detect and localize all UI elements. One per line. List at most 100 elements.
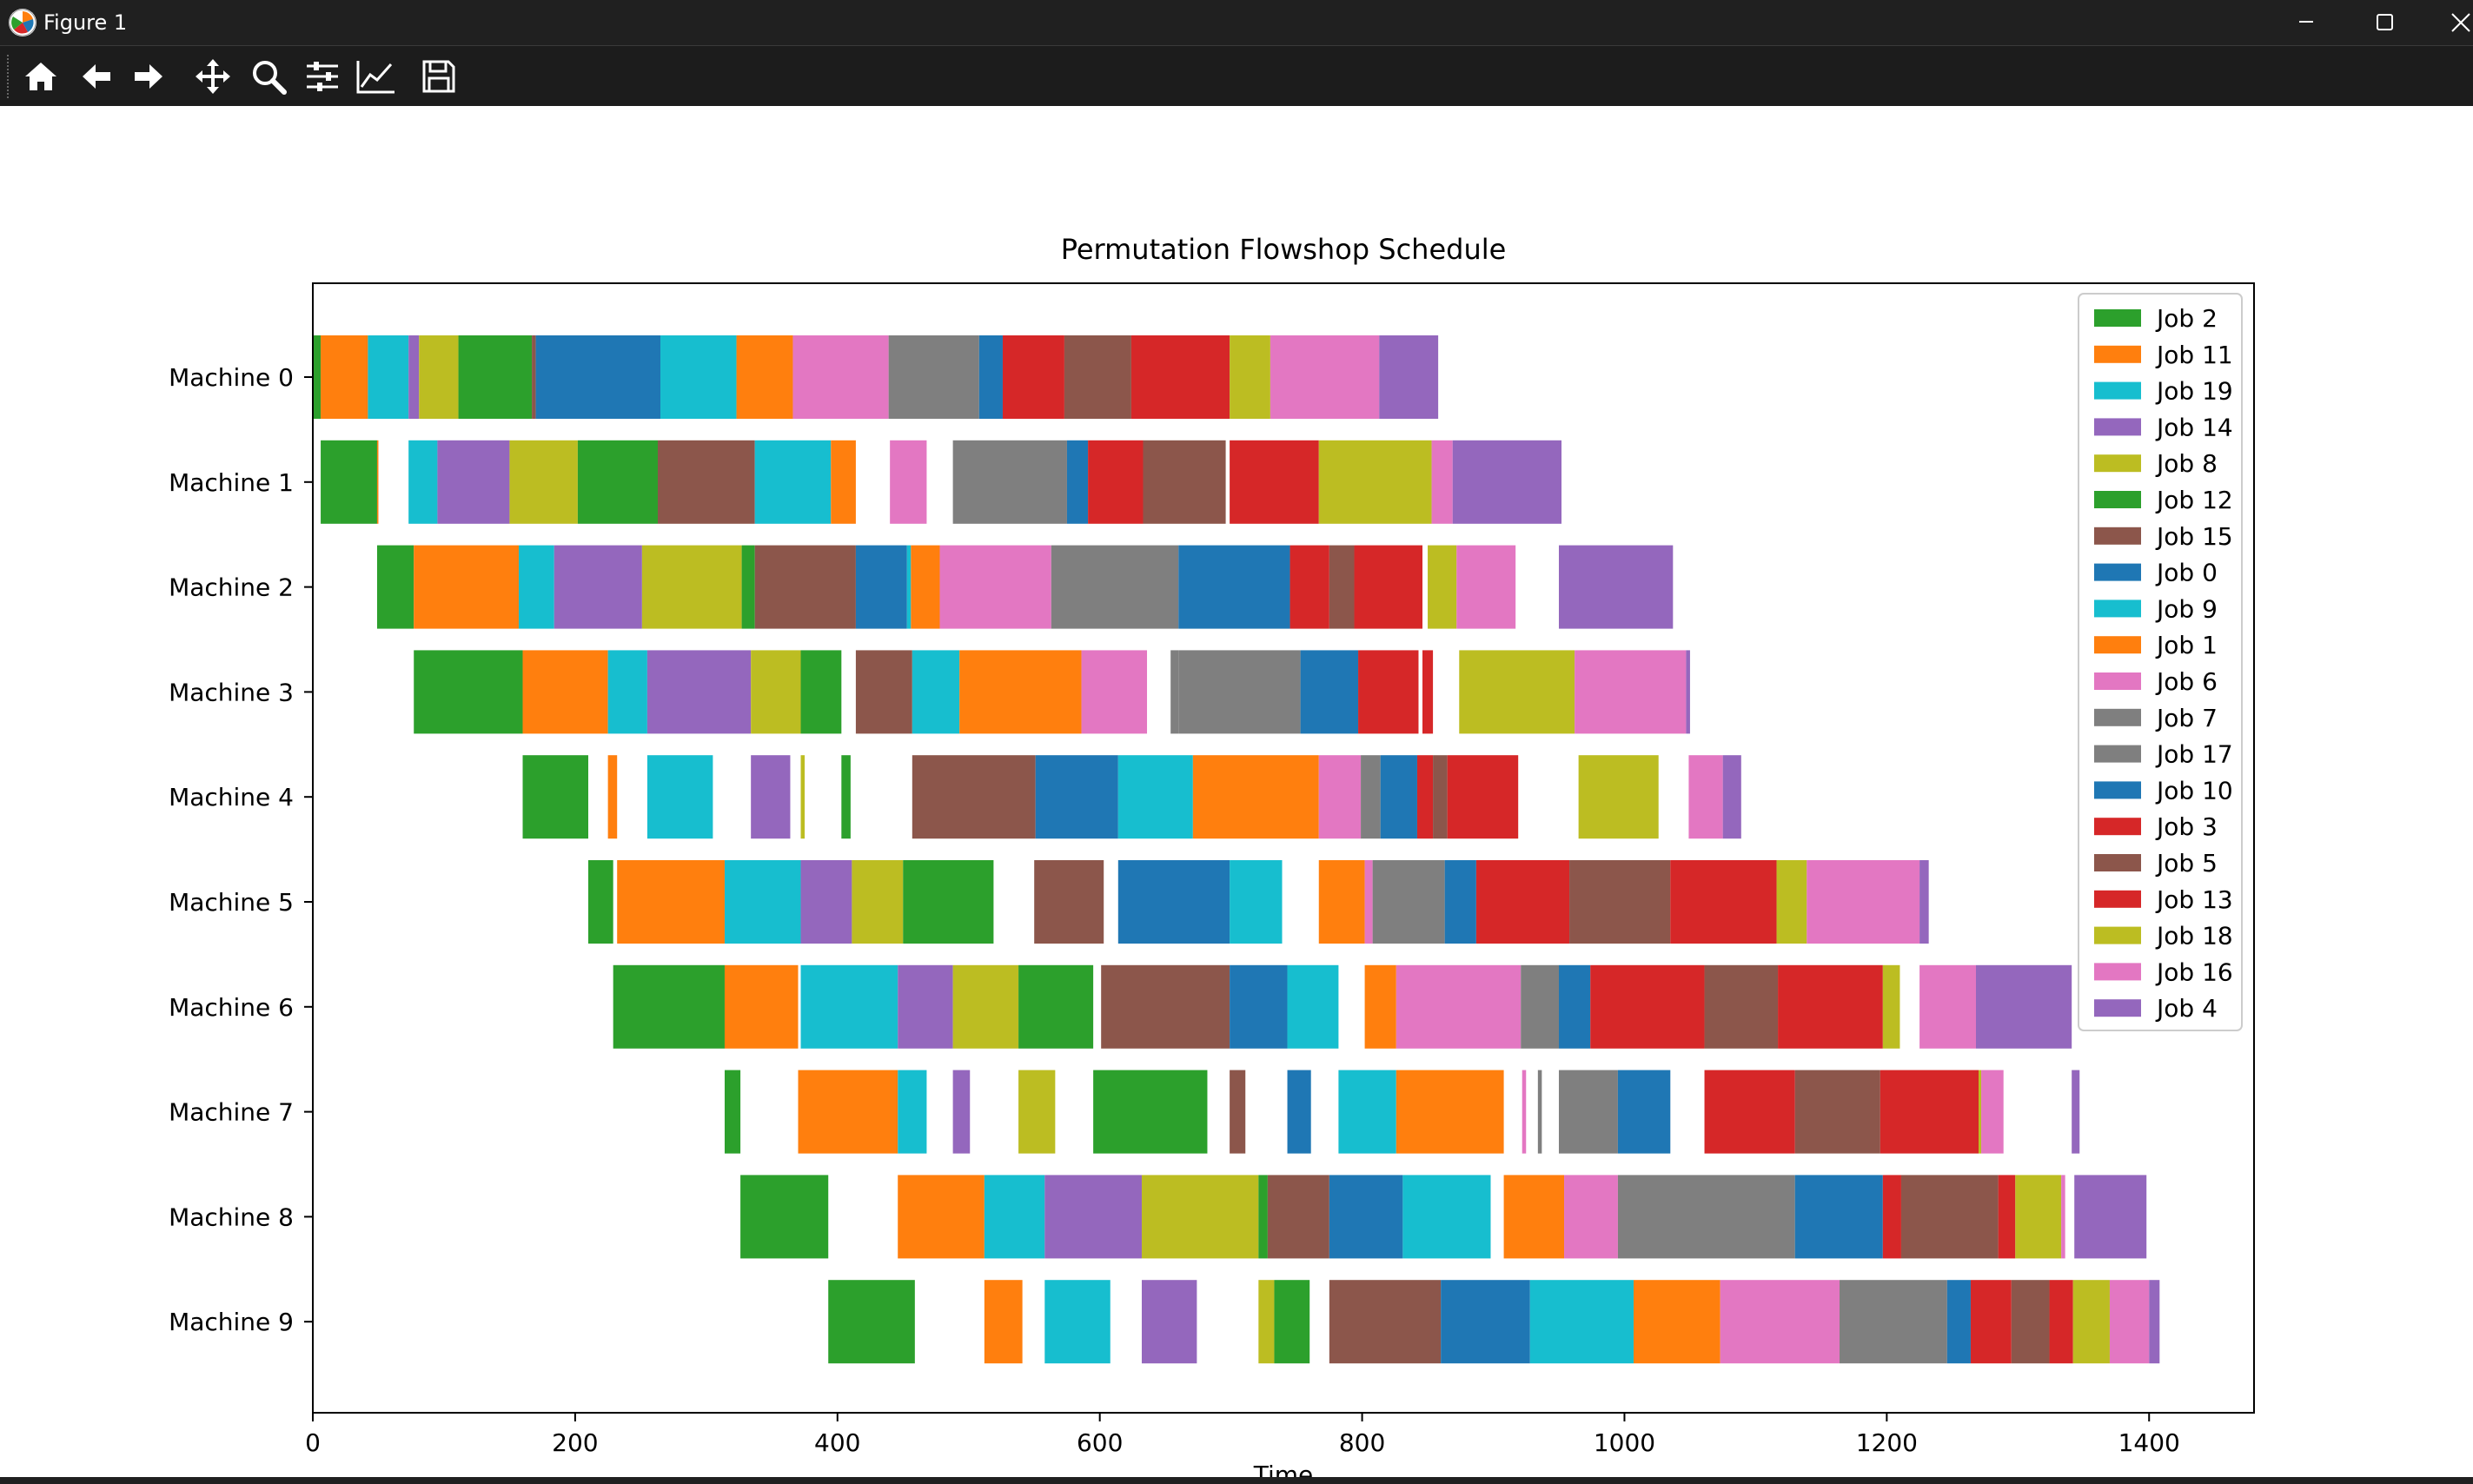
bar-machine-4-job-18: [1578, 755, 1659, 839]
bar-machine-3-job-16: [1575, 650, 1687, 734]
bar-machine-6-job-3: [1590, 964, 1705, 1049]
legend-swatch: [2094, 345, 2141, 363]
legend-swatch: [2094, 636, 2141, 654]
bar-machine-8-job-10: [1794, 1175, 1883, 1259]
maximize-button[interactable]: [2344, 0, 2424, 45]
bar-machine-2-job-2: [376, 545, 414, 629]
bar-machine-8-job-15: [1267, 1175, 1329, 1259]
legend-swatch: [2094, 491, 2141, 508]
bar-machine-5-job-9: [1230, 860, 1283, 944]
legend-label: Job 14: [2155, 413, 2233, 441]
bar-machine-0-job-12: [458, 335, 533, 419]
bar-machine-9-job-11: [984, 1280, 1023, 1364]
bar-machine-5-job-18: [1776, 860, 1807, 944]
bar-machine-5-job-5: [1569, 860, 1671, 944]
bar-machine-0-job-10: [978, 335, 1003, 419]
bar-machine-4-job-9: [1117, 755, 1193, 839]
back-icon: [83, 64, 110, 89]
legend-swatch: [2094, 963, 2141, 981]
bar-machine-8-job-16: [2061, 1175, 2065, 1259]
bar-machine-5-job-2: [587, 860, 613, 944]
bar-machine-1-job-4: [1452, 440, 1562, 524]
bar-machine-0-job-14: [408, 335, 420, 419]
y-tick-label: Machine 8: [169, 1202, 294, 1231]
bar-machine-5-job-7: [1372, 860, 1445, 944]
close-icon: [2451, 13, 2470, 32]
bar-machine-2-job-8: [641, 545, 742, 629]
bar-machine-6-job-16: [1919, 964, 1976, 1049]
bar-machine-0-job-4: [1379, 335, 1439, 419]
legend-label: Job 9: [2155, 594, 2218, 623]
window-title: Figure 1: [43, 10, 128, 35]
legend-label: Job 6: [2155, 667, 2218, 696]
bar-machine-3-job-15: [855, 650, 912, 734]
bar-machine-6-job-10: [1558, 964, 1591, 1049]
bar-machine-4-job-2: [522, 755, 588, 839]
x-tick-label: 200: [552, 1428, 598, 1457]
bar-machine-0-job-9: [660, 335, 737, 419]
y-tick-label: Machine 7: [169, 1098, 294, 1127]
window-titlebar: Figure 1: [0, 0, 2473, 45]
bar-machine-3-job-17: [1178, 650, 1301, 734]
legend-label: Job 7: [2155, 704, 2218, 732]
x-axis-label: Time: [1253, 1461, 1314, 1477]
bar-machine-5-job-12: [903, 860, 994, 944]
back-button[interactable]: [73, 53, 120, 100]
minimize-button[interactable]: [2264, 0, 2344, 45]
bar-machine-8-job-11: [898, 1175, 985, 1259]
bar-machine-1-job-6: [890, 440, 927, 524]
bar-machine-6-job-4: [1975, 964, 2072, 1049]
legend-swatch: [2094, 563, 2141, 581]
bar-machine-0-job-0: [535, 335, 661, 419]
bar-machine-7-job-5: [1794, 1070, 1880, 1154]
bar-machine-5-job-15: [1034, 860, 1104, 944]
y-tick-label: Machine 3: [169, 678, 294, 706]
gantt-chart: Permutation Flowshop Schedule Machine 0M…: [169, 233, 2255, 1484]
bar-machine-6-job-12: [1018, 964, 1094, 1049]
legend-swatch: [2094, 309, 2141, 327]
bar-machine-2-job-15: [754, 545, 856, 629]
forward-button[interactable]: [125, 53, 172, 100]
chart-title: Permutation Flowshop Schedule: [1061, 233, 1507, 266]
bar-machine-9-job-3: [1970, 1280, 2012, 1364]
bar-machine-5-job-3: [1475, 860, 1570, 944]
bar-machine-7-job-12: [1093, 1070, 1208, 1154]
y-tick-label: Machine 1: [169, 468, 294, 497]
legend-label: Job 12: [2155, 486, 2233, 514]
bar-machine-0-job-15: [532, 335, 536, 419]
bar-machine-1-job-7: [952, 440, 1067, 524]
bar-machine-3-job-18: [1459, 650, 1575, 734]
close-button[interactable]: [2424, 0, 2473, 45]
bar-machine-2-job-16: [1456, 545, 1516, 629]
bar-machine-2-job-19: [518, 545, 554, 629]
bar-machine-3-job-2: [414, 650, 523, 734]
legend-swatch: [2094, 672, 2141, 690]
edit-axis-button[interactable]: [353, 53, 400, 100]
y-tick-label: Machine 6: [169, 993, 294, 1022]
bar-machine-1-job-3: [1088, 440, 1144, 524]
save-button[interactable]: [415, 53, 462, 100]
bar-machine-1-job-5: [1143, 440, 1226, 524]
bar-machine-7-job-19: [898, 1070, 927, 1154]
bar-machine-2-job-4: [1558, 545, 1674, 629]
bar-machine-8-job-7: [1617, 1175, 1795, 1259]
bar-machine-8-job-1: [1503, 1175, 1565, 1259]
bar-machine-0-job-2: [313, 335, 322, 419]
pan-button[interactable]: [189, 53, 236, 100]
x-tick-label: 800: [1339, 1428, 1385, 1457]
legend-swatch: [2094, 999, 2141, 1017]
legend-swatch: [2094, 854, 2141, 871]
bar-machine-2-job-7: [1051, 545, 1179, 629]
subplots-button[interactable]: [299, 53, 346, 100]
bar-machine-5-job-13: [1670, 860, 1777, 944]
bar-machine-8-job-5: [1900, 1175, 1999, 1259]
home-button[interactable]: [17, 53, 64, 100]
bar-machine-4-job-5: [1433, 755, 1448, 839]
bar-machine-7-job-0: [1287, 1070, 1311, 1154]
legend-swatch: [2094, 600, 2141, 618]
zoom-button[interactable]: [245, 53, 292, 100]
legend-swatch: [2094, 527, 2141, 545]
bar-machine-2-job-9: [906, 545, 912, 629]
bar-machine-4-job-10: [1380, 755, 1417, 839]
bar-machine-1-job-15: [657, 440, 755, 524]
